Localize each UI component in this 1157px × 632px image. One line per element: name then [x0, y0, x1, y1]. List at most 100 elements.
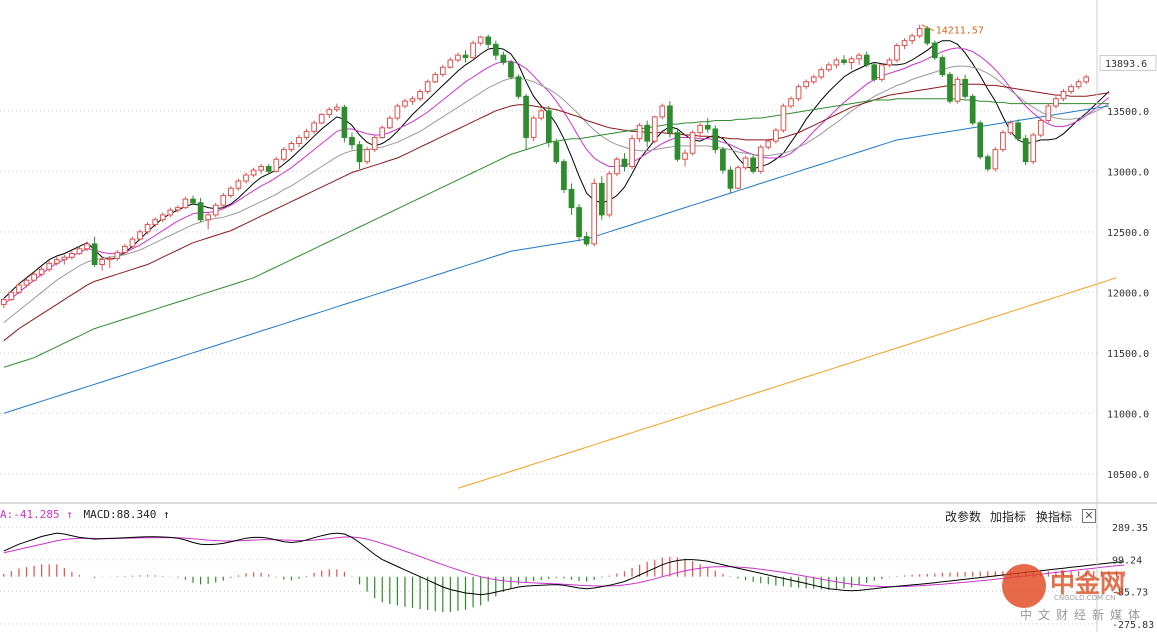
candle [530, 115, 537, 142]
candle-body [878, 64, 885, 80]
candle [326, 107, 333, 119]
candle-body [288, 143, 295, 151]
candle [152, 217, 159, 227]
candle [311, 120, 317, 134]
candle-body [667, 105, 673, 134]
candle [243, 172, 249, 184]
candle [969, 93, 976, 126]
candle-body [1037, 120, 1044, 136]
candle [220, 193, 227, 208]
candle-body [886, 59, 893, 66]
candle [228, 185, 234, 198]
candle-body [106, 257, 113, 261]
candle [492, 40, 499, 61]
candle [576, 204, 582, 242]
candle-body [228, 187, 234, 197]
candle-body [53, 259, 60, 264]
candle-body [16, 284, 22, 293]
candle [1037, 118, 1044, 138]
candle-body [568, 188, 575, 209]
candle [848, 56, 855, 70]
candle [523, 93, 529, 150]
candle-body [515, 76, 522, 97]
candle [439, 64, 446, 77]
candle-body [477, 36, 484, 44]
candle-body [818, 69, 825, 78]
candle [878, 63, 885, 82]
candle [871, 62, 878, 82]
candle-body [795, 86, 802, 100]
candle-body [977, 122, 984, 158]
candle [485, 34, 492, 48]
close-icon[interactable]: ✕ [1082, 509, 1096, 523]
candle-body [439, 66, 446, 76]
candle [856, 52, 862, 65]
moving-average-line-7 [457, 277, 1117, 489]
candle-body [788, 98, 794, 107]
candle-body [901, 40, 908, 47]
high-annotation: 14211.57 [921, 24, 984, 37]
candle [46, 260, 53, 272]
candle-body [23, 279, 30, 286]
candle [106, 256, 113, 269]
logo-domain: CNGOLD.COM.CN [1054, 594, 1116, 602]
candle-body [606, 173, 613, 216]
candle [1045, 103, 1052, 123]
candle-body [1075, 81, 1082, 88]
candle [538, 108, 545, 121]
candle [1000, 130, 1006, 152]
candle [455, 52, 461, 63]
candle [364, 147, 370, 165]
modify-params-button[interactable]: 改参数 [945, 510, 982, 524]
candle-body [386, 117, 393, 129]
candle [977, 120, 984, 160]
candle-body [333, 106, 340, 111]
candle-body [84, 243, 90, 250]
candle [477, 35, 484, 46]
candle [197, 197, 204, 223]
candle-body [1015, 122, 1021, 140]
candle-body [947, 74, 953, 102]
candle [167, 207, 174, 218]
candle-body [773, 129, 779, 142]
candle-body [856, 54, 862, 60]
candle [720, 147, 726, 174]
candle-body [1007, 122, 1014, 134]
candle [621, 153, 628, 172]
candle-body [931, 42, 938, 59]
candle [16, 282, 22, 295]
candle [810, 74, 817, 85]
candle-body [500, 54, 507, 63]
candle-body [954, 78, 961, 102]
price-tick-label: 12000.0 [1107, 288, 1149, 299]
macd-tick-label: -85.73 [1112, 587, 1148, 598]
candle [674, 127, 681, 162]
candle [38, 266, 45, 277]
candle-body [190, 198, 196, 204]
candle-body [674, 132, 681, 160]
candle-body [281, 149, 287, 160]
candle-body [455, 54, 461, 61]
switch-indicator-button[interactable]: 换指标 [1036, 510, 1073, 524]
candle-body [576, 207, 582, 238]
candle [182, 196, 189, 209]
candle [568, 183, 575, 215]
candle [129, 236, 136, 249]
candle-body [250, 169, 257, 176]
moving-average-line-6 [3, 105, 1109, 414]
add-indicator-button[interactable]: 加指标 [990, 510, 1027, 524]
candle-body [243, 174, 249, 182]
candle [333, 103, 340, 113]
candle [1075, 79, 1082, 90]
candle-body [205, 214, 212, 221]
candle [273, 156, 280, 173]
candle-body [1060, 90, 1067, 100]
candle-body [689, 132, 696, 154]
candle-body [621, 158, 628, 167]
candle-body [636, 124, 643, 140]
candle [651, 115, 658, 144]
candle-body [114, 251, 121, 259]
candle-body [152, 219, 159, 226]
candle-body [311, 122, 317, 132]
